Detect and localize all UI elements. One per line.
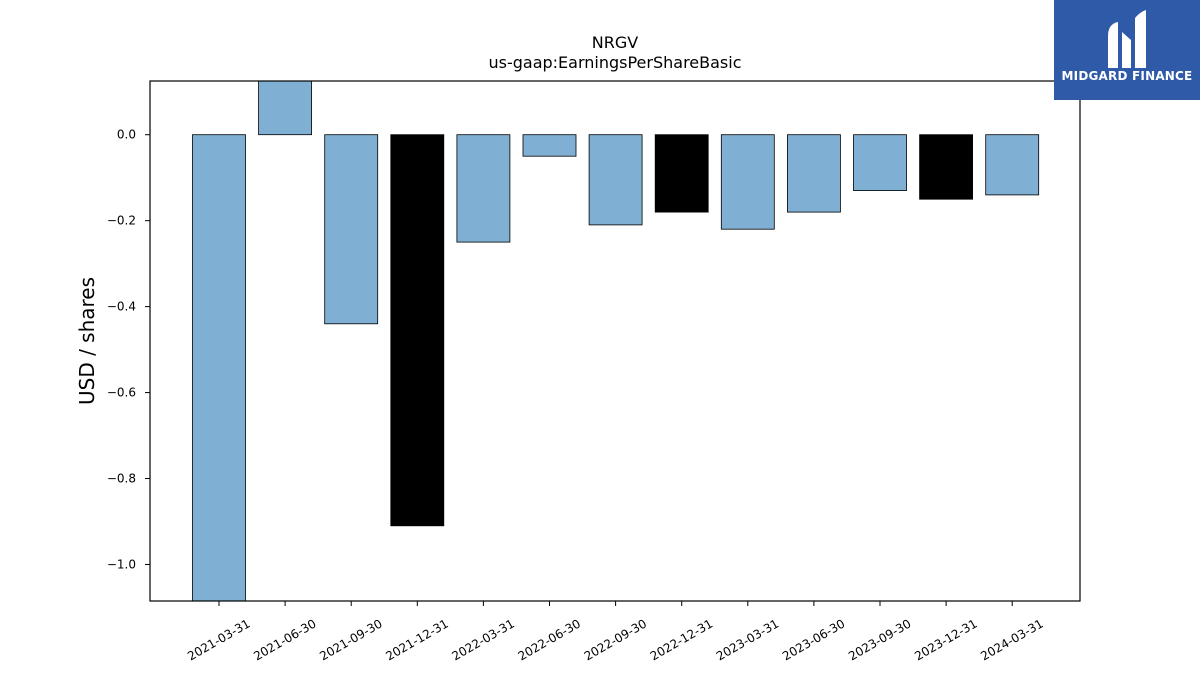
x-tick-label: 2023-03-31 <box>714 616 781 663</box>
y-tick-label: −0.8 <box>107 472 136 486</box>
x-tick-label: 2021-12-31 <box>383 616 450 663</box>
y-axis-label: USD / shares <box>75 277 99 405</box>
x-tick-label: 2021-03-31 <box>185 616 252 663</box>
bar-2022-09-30 <box>588 134 643 226</box>
chart-subtitle: us-gaap:EarningsPerShareBasic <box>488 53 741 72</box>
x-tick-label: 2024-03-31 <box>978 616 1045 663</box>
bars-group <box>192 80 1040 602</box>
bar-2022-12-31 <box>654 134 709 213</box>
plot-frame <box>149 80 1081 602</box>
bar-2024-03-31 <box>985 134 1040 196</box>
x-tick-label: 2023-09-30 <box>846 616 913 663</box>
x-tick-label: 2022-03-31 <box>449 616 516 663</box>
bar-2021-09-30 <box>324 134 379 325</box>
x-axis-ticks: 2021-03-312021-06-302021-09-302021-12-31… <box>185 601 1046 663</box>
y-tick-label: 0.0 <box>117 128 136 142</box>
x-tick-label: 2021-06-30 <box>251 616 318 663</box>
bar-2023-09-30 <box>853 134 907 191</box>
x-tick-label: 2022-12-31 <box>648 616 715 663</box>
x-tick-label: 2021-09-30 <box>317 616 384 663</box>
x-tick-label: 2023-12-31 <box>912 616 979 663</box>
y-tick-label: −0.2 <box>107 214 136 228</box>
bar-2023-03-31 <box>720 134 775 230</box>
x-tick-label: 2022-06-30 <box>516 616 583 663</box>
chart-title: NRGV <box>592 33 638 52</box>
x-tick-label: 2023-06-30 <box>780 616 847 663</box>
y-tick-label: −0.6 <box>107 386 136 400</box>
bar-2022-03-31 <box>456 134 511 243</box>
brand-logo: MIDGARD FINANCE <box>1054 0 1200 100</box>
y-tick-label: −0.4 <box>107 300 136 314</box>
bar-2021-03-31 <box>192 134 246 602</box>
bar-2021-12-31 <box>390 134 445 527</box>
y-tick-label: −1.0 <box>107 557 136 571</box>
bar-2023-12-31 <box>919 134 973 200</box>
midgard-logo-icon <box>1108 10 1146 68</box>
brand-name: MIDGARD FINANCE <box>1061 69 1193 83</box>
bar-2021-06-30 <box>258 80 313 136</box>
bar-2023-06-30 <box>787 134 841 213</box>
y-axis-ticks: 0.0 −0.2 −0.4 −0.6 −0.8 −1.0 <box>107 128 150 571</box>
x-tick-label: 2022-09-30 <box>582 616 649 663</box>
bar-2022-06-30 <box>522 134 577 157</box>
